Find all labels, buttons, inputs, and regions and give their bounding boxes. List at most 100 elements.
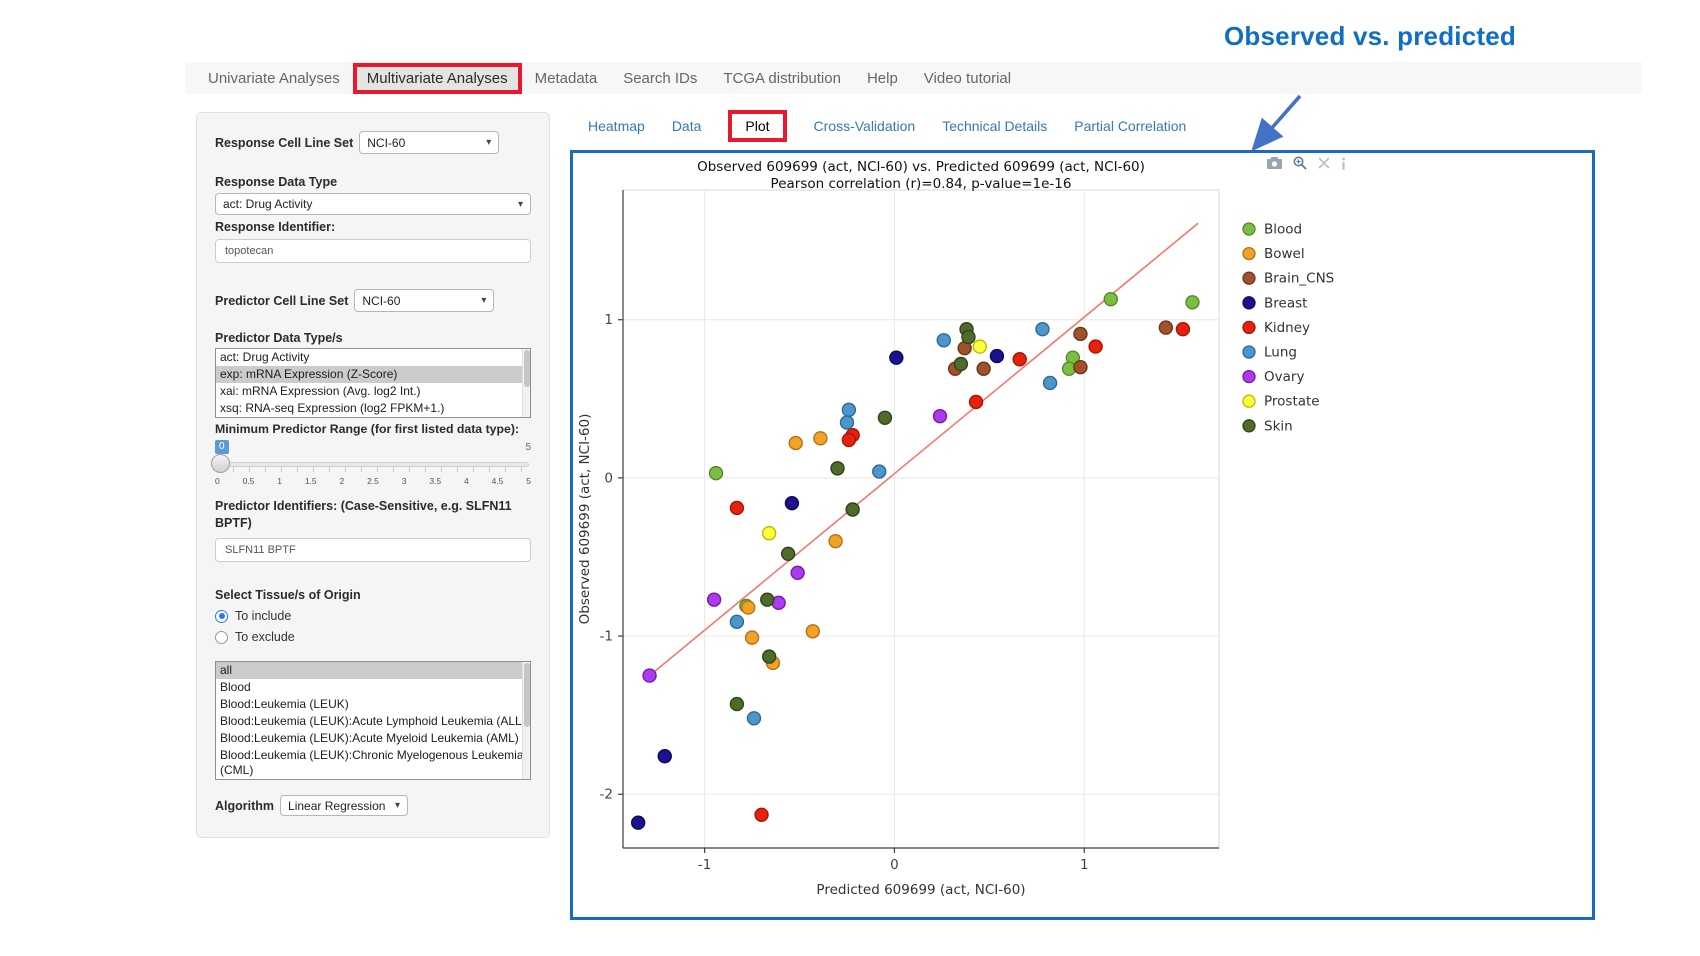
legend-label-skin: Skin <box>1264 418 1293 434</box>
list-option[interactable]: Blood:Leukemia (LEUK):Chronic Myelogenou… <box>220 748 524 777</box>
data-point-lung <box>746 711 762 726</box>
chevron-down-icon: ▾ <box>486 137 492 148</box>
scatter-plot[interactable]: -1 0 1 1 0 -1 -2 Observed 609699 (act, NCI-60) … <box>573 153 1592 917</box>
tab-heatmap[interactable]: Heatmap <box>588 118 645 134</box>
data-point-lung <box>872 464 887 479</box>
annotation-arrow <box>1251 94 1302 152</box>
tissue-origin-listbox[interactable]: all Blood Blood:Leukemia (LEUK) Blood:Leuke… <box>215 661 531 780</box>
data-point-kidney <box>1012 352 1027 367</box>
response-identifier-value: topotecan <box>225 245 274 257</box>
data-point-blood <box>1185 295 1200 310</box>
list-option[interactable]: act: Drug Activity <box>220 350 310 364</box>
algorithm-select[interactable]: Linear Regression ▾ <box>280 795 409 816</box>
tab-cross-validation[interactable]: Cross-Validation <box>813 118 916 134</box>
response-cell-line-set-label: Response Cell Line Set <box>215 135 354 150</box>
svg-text:1: 1 <box>1080 857 1089 873</box>
data-point-bowel <box>741 600 756 615</box>
scrollbar[interactable] <box>522 662 530 779</box>
tab-technical-details[interactable]: Technical Details <box>942 118 1048 134</box>
slider-value-badge: 0 <box>215 440 229 454</box>
slider-tick-label: 4 <box>464 476 469 486</box>
nav-item-help[interactable]: Help <box>866 69 898 87</box>
data-point-breast <box>784 495 800 511</box>
svg-text:-2: -2 <box>600 787 613 803</box>
data-point-brain_cns <box>1158 320 1174 335</box>
reset-axes-icon[interactable] <box>1341 157 1346 170</box>
tab-plot[interactable]: Plot <box>728 110 787 142</box>
list-option[interactable]: xsq: RNA-seq Expression (log2 FPKM+1.) <box>220 401 445 415</box>
nav-item-video-tutorial[interactable]: Video tutorial <box>923 69 1012 87</box>
list-option[interactable]: Blood:Leukemia (LEUK) <box>220 697 349 711</box>
predictor-data-types-label: Predictor Data Type/s <box>215 331 343 345</box>
algorithm-value: Linear Regression <box>288 798 386 813</box>
radio-icon[interactable] <box>215 609 228 623</box>
pan-icon[interactable] <box>1318 157 1330 169</box>
data-point-lung <box>1035 321 1050 337</box>
scrollbar[interactable] <box>522 349 530 417</box>
predictor-data-types-listbox[interactable]: act: Drug Activity exp: mRNA Expression (… <box>215 348 531 418</box>
legend-label-prostate: Prostate <box>1264 394 1320 410</box>
data-point-ovary <box>642 668 657 683</box>
list-option[interactable]: xai: mRNA Expression (Avg. log2 Int.) <box>220 384 421 398</box>
legend-dot-breast <box>1242 296 1256 310</box>
annotation-line1: Observed vs. predicted <box>1224 21 1516 51</box>
svg-text:Pearson correlation (r)=0.84,: Pearson correlation (r)=0.84, p-value=1e… <box>771 176 1072 192</box>
sidebar-panel: Response Cell Line Set NCI-60 ▾ Response… <box>196 112 550 838</box>
data-point-skin <box>761 649 777 664</box>
min-predictor-range-slider: 0 5 0 0.5 1 1.5 2 2.5 3 3.5 4 4.5 5 <box>211 440 531 488</box>
predictor-cell-line-set-select[interactable]: NCI-60 ▾ <box>354 289 495 312</box>
data-point-kidney <box>729 500 745 516</box>
data-point-bowel <box>813 431 828 446</box>
data-point-brain_cns <box>976 361 991 376</box>
data-point-kidney <box>1088 339 1103 354</box>
top-navbar: Univariate Analyses Multivariate Analyses… <box>185 62 1642 94</box>
list-option[interactable]: Blood:Leukemia (LEUK):Acute Lymphoid Leu… <box>220 714 526 728</box>
legend-dot-brain_cns <box>1242 271 1256 285</box>
data-point-skin <box>729 696 745 712</box>
data-point-lung <box>1042 375 1058 391</box>
response-identifier-input[interactable]: topotecan <box>215 239 531 263</box>
slider-tick-label: 1.5 <box>304 476 317 486</box>
data-point-prostate <box>972 339 988 354</box>
response-identifier-label: Response Identifier: <box>215 220 336 234</box>
zoom-in-icon[interactable] <box>1293 156 1307 170</box>
list-option[interactable]: exp: mRNA Expression (Z-Score) <box>216 366 530 383</box>
result-tabs: Heatmap Data Plot Cross-Validation Technical… <box>588 110 1186 142</box>
data-point-breast <box>657 749 672 764</box>
svg-text:Observed 609699 (act, NCI-60): Observed 609699 (act, NCI-60) <box>577 414 593 625</box>
tissue-radio-to-include[interactable]: To include <box>215 609 531 623</box>
list-option[interactable]: Blood <box>220 680 251 694</box>
legend-dot-skin <box>1242 419 1256 433</box>
response-data-type-select[interactable]: act: Drug Activity ▾ <box>215 193 531 215</box>
nav-item-metadata[interactable]: Metadata <box>534 69 598 87</box>
nav-item-search-ids[interactable]: Search IDs <box>623 69 698 87</box>
slider-handle[interactable] <box>211 454 230 473</box>
legend-dot-prostate <box>1242 394 1256 408</box>
list-option[interactable]: all <box>216 662 530 679</box>
nav-item-tcga-distribution[interactable]: TCGA distribution <box>723 69 841 87</box>
tissue-radio-to-exclude[interactable]: To exclude <box>215 630 531 644</box>
response-cell-line-set-select[interactable]: NCI-60 ▾ <box>359 131 500 154</box>
data-point-bowel <box>828 533 843 549</box>
data-point-prostate <box>761 526 777 541</box>
nav-item-multivariate-analyses[interactable]: Multivariate Analyses <box>352 62 522 94</box>
data-point-bowel <box>788 435 803 451</box>
response-data-type-value: act: Drug Activity <box>223 197 313 211</box>
list-option[interactable]: Blood:Leukemia (LEUK):Acute Myeloid Leuk… <box>220 731 519 745</box>
slider-tick-label: 2 <box>339 476 345 486</box>
plot-modebar <box>1267 156 1346 170</box>
radio-icon[interactable] <box>215 630 228 644</box>
legend-dot-ovary <box>1242 369 1256 384</box>
svg-text:1: 1 <box>604 312 613 328</box>
predictor-identifiers-input[interactable]: SLFN11 BPTF <box>215 538 531 562</box>
legend-dot-blood <box>1242 222 1256 236</box>
slider-tick-label: 4.5 <box>491 476 504 486</box>
tab-data[interactable]: Data <box>671 118 702 134</box>
nav-item-univariate-analyses[interactable]: Univariate Analyses <box>208 69 340 87</box>
legend-dot-kidney <box>1242 320 1256 335</box>
legend-label-blood: Blood <box>1264 222 1302 238</box>
camera-icon[interactable] <box>1267 157 1282 169</box>
chevron-down-icon: ▾ <box>517 198 523 210</box>
tab-partial-correlation[interactable]: Partial Correlation <box>1074 118 1187 134</box>
